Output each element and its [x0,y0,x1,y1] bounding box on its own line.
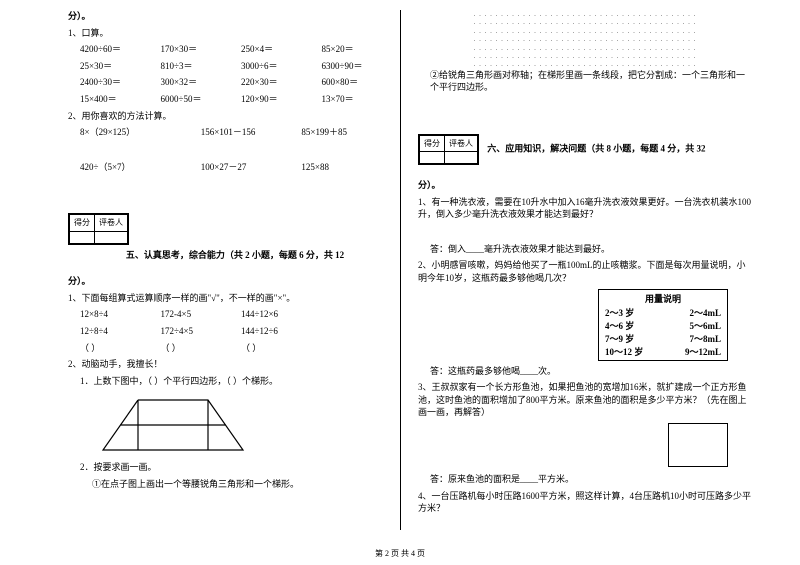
score-label: 得分 [420,135,445,151]
usage-row: 7～9 岁7～8mL [605,332,721,345]
p1-cell: 12÷8÷4 [80,325,161,338]
calc-cell: 4200÷60＝ [80,43,161,56]
section-6-header: 得分评卷人 六、应用知识，解决问题（共 8 小题，每题 4 分，共 32 [418,134,752,165]
q4-text: 4、一台压路机每小时压路1600平方米，照这样计算，4台压路机10小时可压路多少… [418,490,752,515]
section-5-title: 五、认真思考，综合能力（共 2 小题，每题 6 分，共 12 [68,249,402,262]
p1-row: 12×8÷4 172-4×5 144÷12×6 [80,308,402,321]
calc-cell: 156×101－156 [201,126,302,139]
calc-row: 8×（29×125） 156×101－156 85×199＋85 [80,126,402,139]
section-5-header: 得分评卷人 [68,213,402,244]
p1-cell: 144÷12×6 [241,308,322,321]
score-label: 得分 [70,215,95,231]
instruction-2: ②给锐角三角形画对称轴；在梯形里画一条线段，把它分割成：一个三角形和一个平行四边… [418,69,752,94]
fen-suffix: 分）。 [418,179,752,192]
grader-cell[interactable] [95,231,128,243]
drawing-box[interactable] [668,423,728,467]
score-cell[interactable] [420,152,445,164]
calc-cell: 120×90＝ [241,93,322,106]
q3-text: 3、王叔叔家有一个长方形鱼池，如果把鱼池的宽增加16米，就扩建成一个正方形鱼池，… [418,381,752,419]
grader-cell[interactable] [445,152,478,164]
calc-cell: 6300÷90＝ [322,60,403,73]
q2-title: 2、用你喜欢的方法计算。 [68,110,402,123]
calc-cell: 420÷（5×7） [80,161,201,174]
calc-cell: 100×27－27 [201,161,302,174]
usage-row: 10～12 岁9～12mL [605,345,721,358]
a3-text: 答：原来鱼池的面积是____平方米。 [418,473,752,486]
page-footer: 第 2 页 共 4 页 [0,548,800,559]
p1-cell: 144÷12÷6 [241,325,322,338]
p1-cell: （ ） [241,342,322,355]
right-column: . . . . . . . . . . . . . . . . . . . . … [410,10,760,540]
section-6-title: 六、应用知识，解决问题（共 8 小题，每题 4 分，共 32 [487,144,705,154]
p1-cell: （ ） [80,342,161,355]
p1-block: 12×8÷4 172-4×5 144÷12×6 12÷8÷4 172÷4×5 1… [68,308,402,354]
p1-cell: （ ） [161,342,242,355]
p1-cell: 172÷4×5 [161,325,242,338]
calc-cell: 8×（29×125） [80,126,201,139]
q1-title: 1、口算。 [68,27,402,40]
usage-title: 用量说明 [605,292,721,305]
calc-cell: 13×70＝ [322,93,403,106]
calc-cell: 125×88 [301,161,402,174]
calc-cell: 2400÷30＝ [80,76,161,89]
p2-sub2: 2．按要求画一画。 [68,461,402,474]
usage-row: 2～3 岁2～4mL [605,306,721,319]
calc-block-1: 4200÷60＝ 170×30＝ 250×4＝ 85×20＝ 25×30＝ 81… [68,43,402,105]
left-column: 分）。 1、口算。 4200÷60＝ 170×30＝ 250×4＝ 85×20＝… [60,10,410,540]
p1-row: （ ） （ ） （ ） [80,342,402,355]
p2-sub2a: ①在点子图上画出一个等腰锐角三角形和一个梯形。 [68,478,402,491]
p1-title: 1、下面每组算式运算顺序一样的画"√"，不一样的画"×"。 [68,292,402,305]
usage-row: 4～6 岁5～6mL [605,319,721,332]
calc-row: 2400÷30＝ 300×32＝ 220×30＝ 600×80＝ [80,76,402,89]
trapezoid-figure [98,395,248,455]
calc-cell: 25×30＝ [80,60,161,73]
calc-row: 420÷（5×7） 100×27－27 125×88 [80,161,402,174]
calc-cell: 85×199＋85 [301,126,402,139]
q1-text: 1、有一种洗衣液，需要在10升水中加入16毫升洗衣液效果更好。一台洗衣机装水10… [418,196,752,221]
p1-row: 12÷8÷4 172÷4×5 144÷12÷6 [80,325,402,338]
calc-row: 15×400＝ 6000÷50＝ 120×90＝ 13×70＝ [80,93,402,106]
dot-grid: . . . . . . . . . . . . . . . . . . . . … [418,10,752,69]
p2-title: 2、动脑动手，我擅长！ [68,358,402,371]
grader-label: 评卷人 [95,215,128,231]
a2-text: 答：这瓶药最多够他喝____次。 [418,365,752,378]
a1-text: 答：倒入____毫升洗衣液效果才能达到最好。 [418,243,752,256]
calc-row: 25×30＝ 810÷3＝ 3000÷6＝ 6300÷90＝ [80,60,402,73]
calc-cell: 3000÷6＝ [241,60,322,73]
score-cell[interactable] [70,231,95,243]
calc-cell: 6000÷50＝ [161,93,242,106]
fen-suffix: 分）。 [68,10,402,23]
calc-cell: 600×80＝ [322,76,403,89]
calc-cell: 810÷3＝ [161,60,242,73]
calc-cell: 170×30＝ [161,43,242,56]
usage-box: 用量说明 2～3 岁2～4mL 4～6 岁5～6mL 7～9 岁7～8mL 10… [598,289,728,361]
q2-text: 2、小明感冒咳嗽，妈妈给他买了一瓶100mL的止咳糖浆。下面是每次用量说明，小明… [418,259,752,284]
score-box: 得分评卷人 [68,213,129,244]
grader-label: 评卷人 [445,135,478,151]
p1-cell: 172-4×5 [161,308,242,321]
calc-cell: 85×20＝ [322,43,403,56]
calc-cell: 15×400＝ [80,93,161,106]
p2-sub1: 1．上数下图中，（ ）个平行四边形，（ ）个梯形。 [68,375,402,388]
p1-cell: 12×8÷4 [80,308,161,321]
calc-row: 4200÷60＝ 170×30＝ 250×4＝ 85×20＝ [80,43,402,56]
calc-cell: 300×32＝ [161,76,242,89]
calc-cell: 220×30＝ [241,76,322,89]
score-box: 得分评卷人 [418,134,479,165]
fen-suffix: 分）。 [68,275,402,288]
calc-block-2: 8×（29×125） 156×101－156 85×199＋85 420÷（5×… [68,126,402,173]
calc-cell: 250×4＝ [241,43,322,56]
